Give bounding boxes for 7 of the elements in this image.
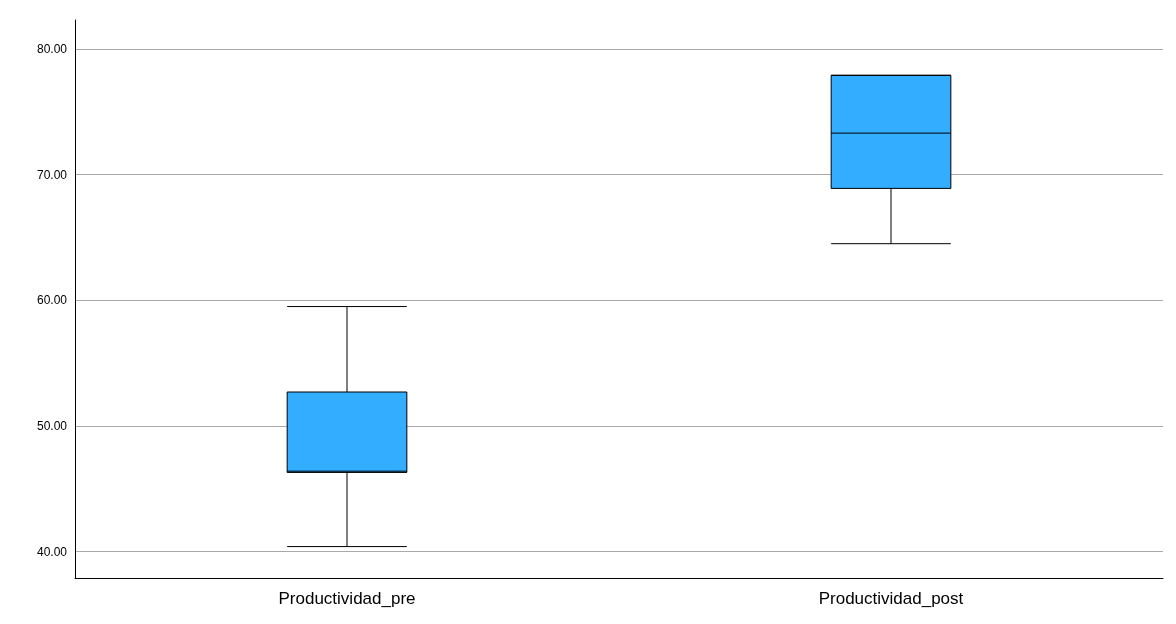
y-tick-label: 60.00	[36, 293, 68, 308]
y-tick-label: 40.00	[36, 544, 68, 559]
y-tick-label: 50.00	[36, 418, 68, 433]
x-tick-label: Productividad_post	[818, 589, 964, 608]
x-tick-label: Productividad_pre	[278, 589, 416, 608]
y-tick-label: 80.00	[36, 41, 68, 56]
y-tick-label: 70.00	[36, 167, 68, 182]
